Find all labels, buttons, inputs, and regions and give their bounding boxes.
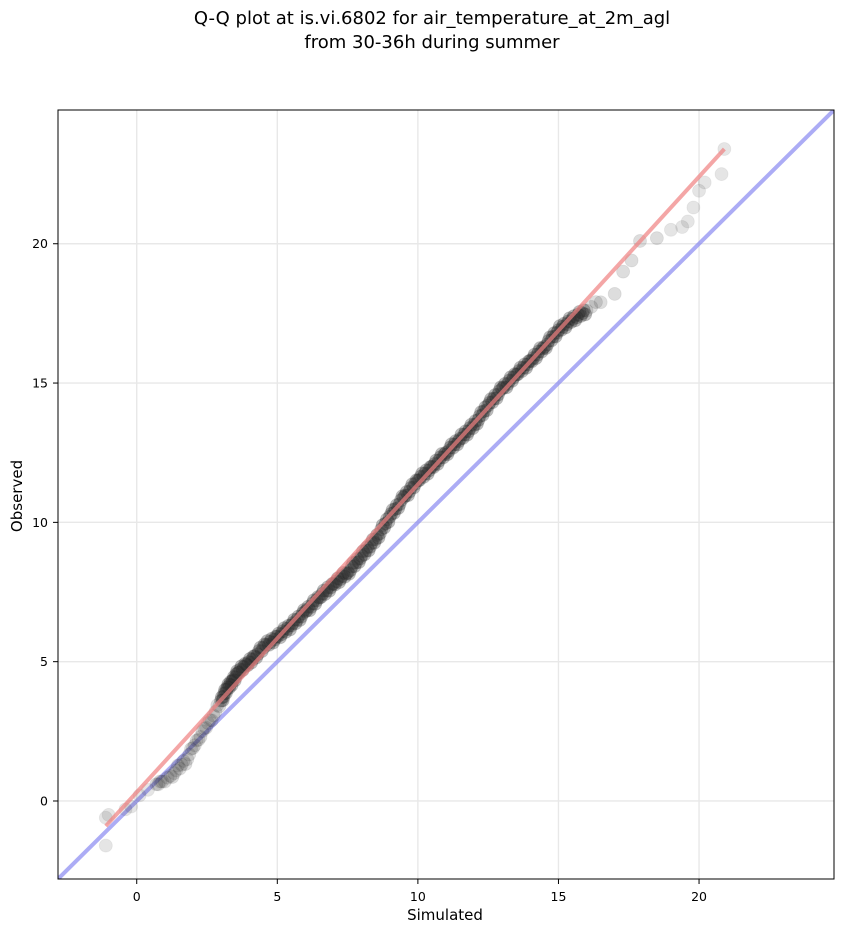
quantile-point bbox=[172, 761, 187, 776]
identity-line bbox=[58, 110, 834, 879]
y-axis-label: Observed bbox=[8, 460, 26, 532]
quantile-point bbox=[361, 543, 376, 558]
quantile-point bbox=[149, 777, 164, 792]
quantile-point bbox=[193, 730, 208, 744]
quantile-point bbox=[579, 303, 594, 318]
quantile-point bbox=[184, 741, 198, 756]
quantile-point bbox=[167, 766, 182, 781]
quantile-point bbox=[337, 569, 352, 584]
y-tick-label: 15 bbox=[32, 376, 48, 391]
plot-frame bbox=[57, 109, 835, 880]
quantile-point bbox=[664, 222, 678, 237]
quantile-point bbox=[607, 286, 622, 301]
quantile-point bbox=[157, 774, 172, 789]
y-axis-ticks: 0 5 10 15 20 bbox=[32, 236, 58, 808]
x-tick-label: 20 bbox=[691, 889, 707, 904]
quantile-points-group bbox=[98, 142, 732, 853]
quantile-point bbox=[174, 757, 189, 772]
quantile-point bbox=[153, 774, 168, 789]
quantile-point bbox=[686, 200, 701, 215]
quantile-point bbox=[339, 566, 354, 581]
quantile-point bbox=[197, 721, 212, 736]
quantile-point bbox=[714, 167, 729, 181]
quantile-point bbox=[180, 752, 195, 767]
quantile-point bbox=[191, 732, 206, 747]
quantile-point bbox=[189, 733, 204, 748]
quantile-point bbox=[151, 777, 166, 792]
quantile-point bbox=[343, 563, 358, 578]
quantile-point bbox=[342, 566, 356, 581]
quantile-point bbox=[675, 220, 690, 234]
quantile-point bbox=[204, 713, 219, 728]
x-axis-ticks: 0 5 10 15 20 bbox=[133, 879, 707, 904]
quantile-point bbox=[692, 183, 706, 198]
x-tick-label: 0 bbox=[133, 889, 141, 904]
quantile-point bbox=[187, 738, 202, 753]
chart-title-line-1: Q-Q plot at is.vi.6802 for air_temperatu… bbox=[194, 8, 670, 29]
quantile-point bbox=[496, 380, 511, 395]
quantile-point bbox=[444, 437, 459, 452]
quantile-point bbox=[680, 214, 695, 229]
quantile-point bbox=[230, 664, 245, 678]
quantile-point bbox=[353, 551, 368, 566]
x-tick-label: 15 bbox=[551, 889, 567, 904]
quantile-point bbox=[616, 264, 631, 279]
quantile-point bbox=[311, 590, 325, 604]
quantile-point bbox=[478, 400, 493, 415]
y-tick-label: 0 bbox=[40, 793, 48, 808]
chart-title-line-2: from 30-36h during summer bbox=[304, 32, 560, 53]
quantile-point bbox=[357, 547, 372, 562]
grid-lines bbox=[58, 110, 834, 879]
quantile-point bbox=[169, 763, 183, 778]
fit-line bbox=[104, 147, 726, 828]
quantile-point bbox=[589, 295, 603, 310]
quantile-point bbox=[351, 555, 366, 569]
quantile-point bbox=[367, 535, 382, 550]
quantile-point bbox=[482, 395, 497, 410]
quantile-point bbox=[199, 720, 213, 735]
quantile-point bbox=[495, 381, 510, 396]
x-axis-label: Simulated bbox=[407, 906, 483, 924]
quantile-point bbox=[178, 757, 193, 771]
quantile-point bbox=[186, 741, 200, 755]
quantile-point bbox=[340, 565, 355, 580]
y-tick-label: 5 bbox=[40, 654, 48, 669]
quantile-point bbox=[160, 770, 175, 785]
quantile-point bbox=[649, 231, 664, 246]
quantile-point bbox=[163, 769, 178, 783]
y-tick-label: 10 bbox=[32, 515, 48, 530]
x-tick-label: 10 bbox=[410, 889, 426, 904]
quantile-point bbox=[165, 770, 180, 784]
x-tick-label: 5 bbox=[273, 889, 281, 904]
quantile-point bbox=[195, 724, 210, 739]
quantile-point bbox=[578, 307, 593, 322]
quantile-point bbox=[584, 299, 599, 314]
identity-line-group bbox=[58, 110, 834, 879]
y-tick-label: 20 bbox=[32, 236, 48, 251]
quantile-point bbox=[349, 555, 363, 570]
quantile-point bbox=[347, 559, 362, 574]
quantile-point bbox=[98, 838, 113, 853]
quantile-point bbox=[593, 295, 608, 310]
quantile-point bbox=[182, 747, 197, 762]
plot-area-content bbox=[58, 110, 834, 879]
quantile-point bbox=[171, 758, 185, 773]
fit-line-group bbox=[104, 147, 726, 828]
quantile-point bbox=[332, 575, 347, 590]
quantile-point bbox=[234, 659, 249, 674]
quantile-point bbox=[697, 175, 712, 190]
quantile-point bbox=[155, 774, 169, 789]
quantile-point bbox=[176, 754, 191, 768]
